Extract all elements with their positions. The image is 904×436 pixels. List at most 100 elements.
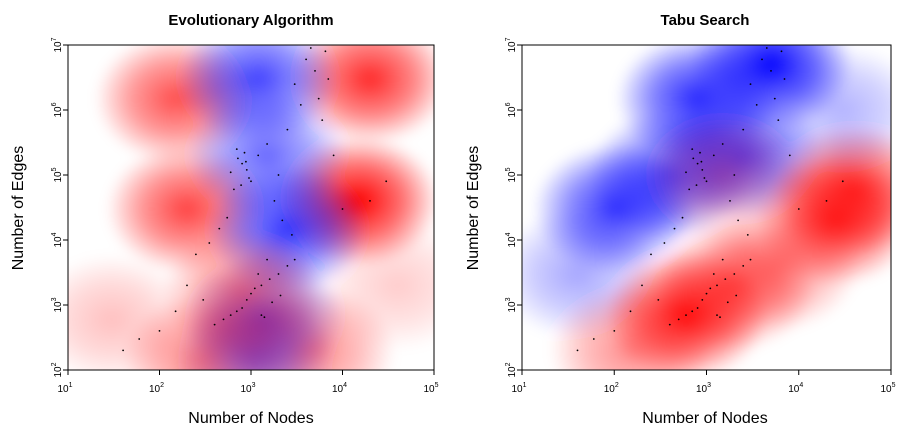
- data-point: [195, 253, 197, 256]
- x-tick-label: 104: [332, 382, 347, 395]
- heatmap-region: [761, 45, 891, 175]
- data-point: [788, 154, 791, 157]
- data-point: [721, 258, 724, 261]
- data-point: [709, 287, 712, 290]
- data-point: [233, 188, 235, 191]
- data-point: [293, 83, 296, 85]
- data-point: [688, 188, 691, 191]
- data-point: [174, 310, 177, 313]
- data-point: [314, 70, 316, 72]
- data-point: [770, 70, 772, 72]
- data-point: [222, 318, 225, 321]
- data-point: [701, 169, 704, 171]
- y-tick-label: 103: [505, 297, 518, 312]
- data-point: [202, 299, 205, 301]
- data-point: [268, 278, 271, 280]
- data-point: [755, 104, 758, 106]
- data-point: [158, 330, 161, 332]
- y-tick-label: 105: [51, 167, 64, 182]
- data-point: [245, 160, 247, 163]
- data-point: [266, 258, 268, 261]
- data-point: [240, 184, 243, 187]
- data-point: [716, 314, 718, 316]
- y-tick-label: 106: [51, 102, 64, 117]
- data-point: [213, 323, 216, 326]
- data-point: [257, 273, 260, 275]
- x-tick-label: 103: [240, 382, 255, 395]
- data-point: [780, 50, 783, 53]
- plot-area: 101 102 103 104 105 102 103 104 105 106 107: [51, 37, 439, 395]
- x-tick-label: 103: [696, 382, 711, 395]
- data-point: [253, 287, 256, 290]
- data-point: [685, 171, 687, 174]
- data-point: [696, 162, 699, 165]
- y-tick-label: 107: [505, 37, 518, 52]
- data-point: [291, 234, 293, 236]
- data-point: [692, 157, 695, 160]
- data-point: [235, 310, 238, 313]
- chart-panel-tabu-search: Tabu Search 101 102 103 104 1051021031041051…: [465, 12, 896, 427]
- x-tick-label: 102: [604, 382, 619, 395]
- data-point: [260, 284, 263, 287]
- data-point: [613, 330, 616, 332]
- data-point: [245, 169, 248, 171]
- y-axis-label: Number of Edges: [465, 146, 482, 271]
- data-point: [235, 148, 238, 151]
- data-point: [299, 104, 302, 106]
- data-point: [657, 299, 660, 301]
- y-tick-label: 104: [51, 232, 64, 247]
- data-point: [321, 119, 324, 121]
- data-point: [281, 219, 284, 222]
- y-tick-label: 105: [505, 167, 518, 182]
- data-point: [777, 119, 780, 121]
- data-point: [332, 154, 335, 157]
- data-point: [263, 316, 266, 319]
- data-point: [305, 58, 307, 61]
- data-point: [746, 234, 749, 236]
- data-point: [241, 307, 244, 309]
- chart-panel-evolutionary-algorithm: Evolutionary Algorithm 101 102 103 104 105 10…: [10, 12, 439, 427]
- data-point: [733, 273, 736, 275]
- data-point: [271, 301, 273, 304]
- data-point: [218, 227, 221, 230]
- x-tick-label: 102: [149, 382, 164, 395]
- data-point: [122, 349, 124, 352]
- data-point: [737, 219, 739, 222]
- heatmap-region: [641, 110, 804, 240]
- data-point: [273, 200, 276, 202]
- chart-title: Evolutionary Algorithm: [168, 12, 333, 29]
- data-point: [317, 97, 320, 100]
- data-point: [576, 349, 579, 352]
- data-point: [327, 78, 330, 80]
- data-point: [691, 148, 694, 151]
- y-tick-label: 102: [51, 362, 64, 377]
- data-point: [385, 180, 388, 183]
- data-point: [250, 180, 252, 183]
- data-point: [260, 314, 263, 316]
- data-point: [699, 151, 701, 154]
- data-point: [742, 265, 745, 267]
- heatmap-region: [549, 285, 712, 370]
- data-point: [279, 294, 282, 297]
- data-point: [241, 162, 244, 165]
- x-tick-label: 101: [57, 382, 72, 395]
- data-point: [749, 258, 752, 261]
- data-point: [703, 177, 706, 179]
- data-point: [695, 184, 698, 187]
- data-points: [576, 47, 844, 352]
- data-point: [324, 50, 327, 53]
- data-point: [729, 200, 731, 202]
- data-point: [650, 253, 652, 256]
- data-point: [701, 299, 704, 301]
- heatmap-field: [522, 45, 891, 370]
- y-tick-label: 106: [505, 102, 518, 117]
- y-tick-label: 102: [505, 362, 518, 377]
- data-point: [186, 284, 188, 287]
- data-point: [691, 310, 694, 313]
- data-point: [237, 157, 239, 160]
- data-point: [138, 338, 141, 340]
- data-point: [629, 310, 632, 313]
- data-point: [673, 227, 676, 230]
- data-point: [841, 180, 844, 183]
- data-point: [712, 273, 715, 275]
